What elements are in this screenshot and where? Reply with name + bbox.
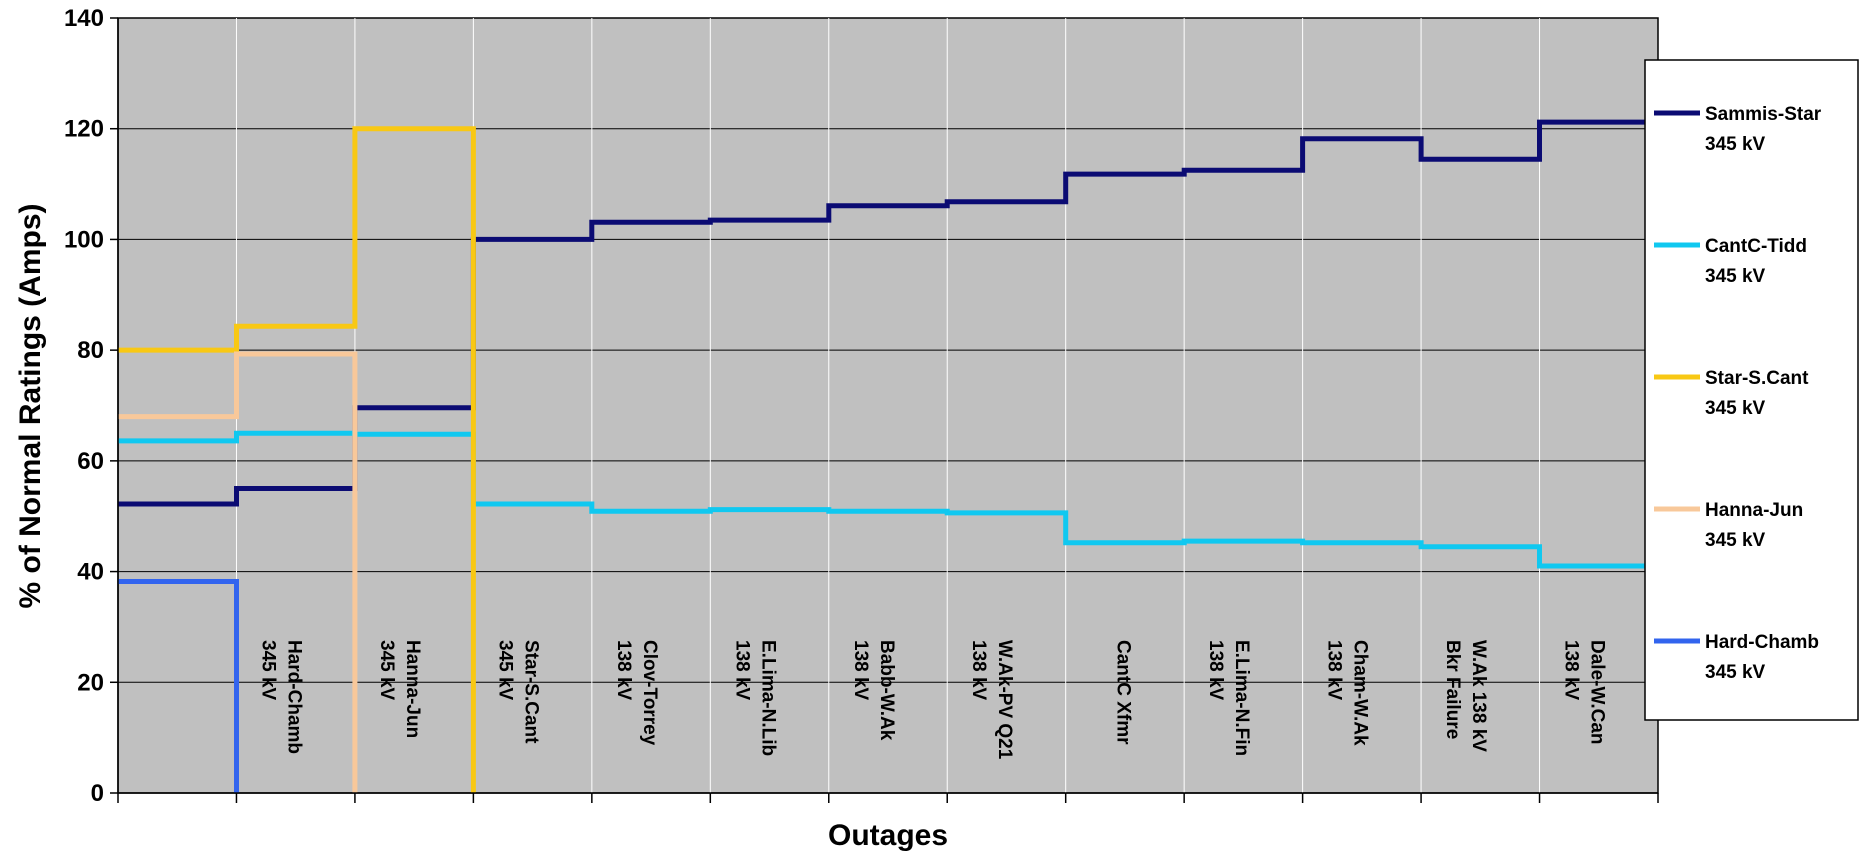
category-label-line: CantC Xfmr — [1113, 640, 1134, 745]
category-label-line: Babb-W.Ak — [876, 640, 897, 741]
legend-label: 345 kV — [1705, 530, 1766, 551]
category-label-line: 138 kV — [1205, 640, 1226, 701]
legend-entry: Star-S.Cant 345 kV — [1654, 368, 1809, 419]
legend-entry: Hanna-Jun 345 kV — [1654, 500, 1803, 551]
category-label-line: 138 kV — [850, 640, 871, 701]
legend-box — [1644, 59, 1859, 721]
legend-label: 345 kV — [1705, 398, 1766, 419]
series-lines — [118, 119, 1658, 793]
category-label-line: Star-S.Cant — [520, 640, 541, 744]
category-label-line: E.Lima-N.Fin — [1231, 640, 1252, 756]
legend-label: Sammis-Star — [1705, 104, 1822, 125]
legend-entry: CantC-Tidd 345 kV — [1654, 236, 1807, 287]
series-line — [118, 119, 1658, 507]
category-label-line: 345 kV — [257, 640, 278, 701]
y-tick-label: 0 — [91, 780, 104, 807]
axes — [110, 17, 1659, 803]
category-label-line: Clov-Torrey — [639, 640, 660, 746]
category-label-line: W.Ak-PV Q21 — [994, 640, 1015, 760]
y-tick-label: 20 — [77, 669, 104, 696]
legend-label: 345 kV — [1705, 662, 1766, 683]
y-tick-label: 40 — [77, 559, 104, 586]
legend-label: Hanna-Jun — [1705, 500, 1803, 521]
category-label-line: 345 kV — [376, 640, 397, 701]
y-tick-label: 60 — [77, 448, 104, 475]
series-line — [118, 430, 1658, 569]
y-axis-label: % of Normal Ratings (Amps) — [14, 203, 47, 608]
category-label-line: 138 kV — [613, 640, 634, 701]
legend-entry: Sammis-Star 345 kV — [1654, 104, 1822, 155]
category-label-line: E.Lima-N.Lib — [757, 640, 778, 756]
legend-label: CantC-Tidd — [1705, 236, 1807, 257]
legend-label: 345 kV — [1705, 134, 1766, 155]
y-tick-label: 100 — [64, 226, 104, 253]
legend-label: Star-S.Cant — [1705, 368, 1809, 389]
legend-label: Hard-Chamb — [1705, 632, 1819, 653]
y-tick-labels: 0 20 40 60 80 100 120 140 — [64, 5, 104, 807]
category-label-line: 138 kV — [1561, 640, 1582, 701]
category-label-line: 345 kV — [494, 640, 515, 701]
series-line — [118, 351, 358, 793]
y-tick-label: 120 — [64, 116, 104, 143]
y-tick-label: 140 — [64, 5, 104, 32]
y-tick-label: 80 — [77, 337, 104, 364]
legend-entry: Hard-Chamb 345 kV — [1654, 632, 1819, 683]
series-line — [118, 126, 476, 793]
legend-label: 345 kV — [1705, 266, 1766, 287]
category-label: CantC Xfmr — [1113, 640, 1134, 745]
category-label-line: Dale-W.Can — [1587, 640, 1608, 745]
category-label-line: 138 kV — [968, 640, 989, 701]
category-label-line: Hard-Chamb — [283, 640, 304, 754]
category-label-line: Hanna-Jun — [402, 640, 423, 738]
category-label-line: Bkr Failure — [1442, 640, 1463, 739]
category-label-line: Cham-W.Ak — [1350, 640, 1371, 746]
category-label-line: W.Ak 138 kV — [1468, 640, 1489, 752]
category-label-line: 138 kV — [731, 640, 752, 701]
x-axis-label: Outages — [828, 819, 948, 852]
series-line — [118, 579, 239, 793]
category-label-line: 138 kV — [1324, 640, 1345, 701]
